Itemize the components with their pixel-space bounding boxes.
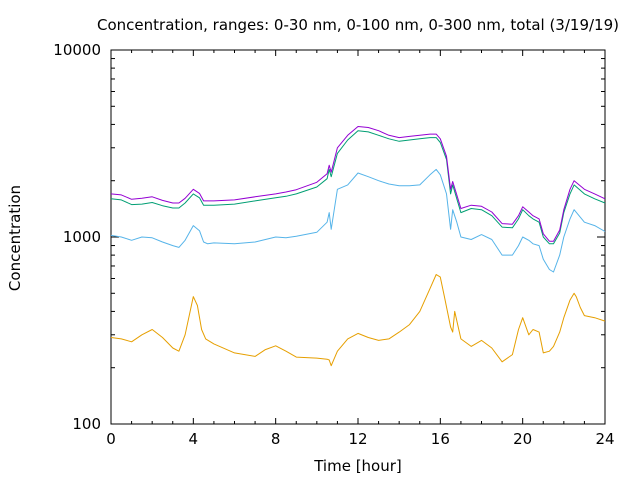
y-axis-label: Concentration — [6, 185, 24, 291]
x-tick-label: 20 — [513, 430, 532, 448]
x-tick-label: 0 — [106, 430, 116, 448]
series-line-2 — [110, 168, 606, 273]
plot-frame — [110, 49, 606, 425]
y-tick-label: 1000 — [63, 228, 101, 246]
chart-title: Concentration, ranges: 0-30 nm, 0-100 nm… — [97, 16, 619, 34]
x-tick-label: 12 — [348, 430, 367, 448]
y-tick-label: 10000 — [53, 41, 101, 59]
x-tick-label: 16 — [431, 430, 450, 448]
tick-labels: 0 4 8 12 16 20 24 100 1000 10000 — [53, 41, 614, 448]
axis-ticks — [110, 49, 606, 425]
x-axis-label: Time [hour] — [313, 457, 402, 475]
series-layer — [110, 126, 606, 367]
x-tick-label: 8 — [271, 430, 281, 448]
series-line-3 — [110, 130, 606, 245]
x-tick-label: 4 — [189, 430, 199, 448]
x-tick-label: 24 — [595, 430, 614, 448]
series-line-1 — [110, 274, 606, 367]
y-tick-label: 100 — [72, 415, 101, 433]
series-line-4 — [110, 126, 606, 242]
